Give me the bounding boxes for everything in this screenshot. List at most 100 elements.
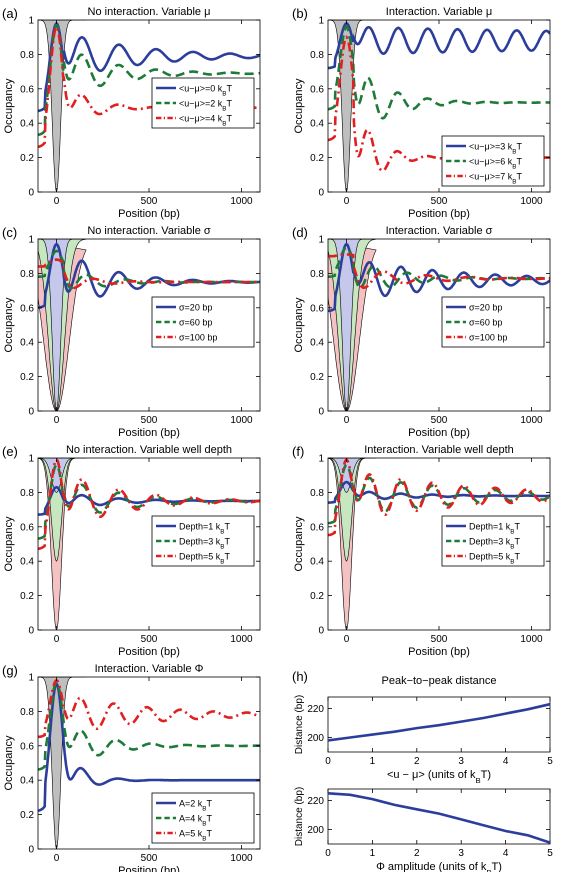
potential-well-fill xyxy=(328,20,377,192)
legend-entry: Depth=3 kBT xyxy=(179,537,230,551)
chart-title: Peak−to−peak distance xyxy=(382,675,497,687)
chart-panel-d: 0 500 1000 0 0.2 0.4 0.6 0.8 1 Interaction. Varia… xyxy=(292,225,551,439)
panel-label: (g) xyxy=(2,663,18,678)
legend-entry: σ=20 bp xyxy=(469,303,502,313)
y-tick-label: 1 xyxy=(318,235,324,246)
x-tick-label: 0 xyxy=(325,848,331,859)
y-tick-label: 0 xyxy=(28,626,34,637)
x-tick-label: 1000 xyxy=(230,415,253,426)
legend-entry: σ=60 bp xyxy=(469,318,502,328)
x-tick-label: 500 xyxy=(141,634,158,645)
chart-title: Interaction. Variable well depth xyxy=(364,444,514,456)
y-tick-label: 0.2 xyxy=(310,153,324,164)
chart-title: No interaction. Variable μ xyxy=(88,6,211,18)
legend: <u−μ>=3 kBT<u−μ>=6 kBT<u−μ>=7 kBT xyxy=(441,135,545,187)
x-tick-label: 1000 xyxy=(520,634,543,645)
y-tick-label: 0 xyxy=(28,407,34,418)
x-tick-label: 0 xyxy=(54,196,60,207)
y-tick-label: 0.6 xyxy=(20,522,34,533)
x-axis-label: Position (bp) xyxy=(408,646,470,658)
series-line-3 xyxy=(38,258,260,290)
x-tick-label: 0 xyxy=(325,756,331,767)
legend-entry: <u−μ>=3 kBT xyxy=(469,142,522,156)
x-axis-label: Position (bp) xyxy=(408,427,470,439)
y-tick-label: 0.6 xyxy=(310,303,324,314)
legend-entry: A=4 kBT xyxy=(179,814,212,828)
axes-frame xyxy=(327,788,551,845)
panel-label: (f) xyxy=(292,444,304,459)
x-tick-label: 4 xyxy=(503,756,509,767)
chart-title: Interaction. Variable σ xyxy=(386,225,493,237)
x-tick-label: 4 xyxy=(503,848,509,859)
y-tick-label: 0.6 xyxy=(310,522,324,533)
y-axis-label: Occupancy xyxy=(3,516,15,572)
x-tick-label: 1000 xyxy=(520,196,543,207)
series-line-3 xyxy=(328,253,550,289)
chart-panel-b: 0 500 1000 0 0.2 0.4 0.6 0.8 1 Interaction. Varia… xyxy=(292,6,551,220)
y-tick-label: 0.8 xyxy=(20,707,34,718)
y-tick-label: 0.6 xyxy=(20,84,34,95)
series-line-2 xyxy=(38,23,260,137)
legend: <u−μ>=0 kBT<u−μ>=2 kBT<u−μ>=4 kBT xyxy=(151,77,255,129)
series-line-3 xyxy=(328,35,550,173)
x-tick-label: 0 xyxy=(344,634,350,645)
panel-label: (d) xyxy=(292,225,308,240)
y-tick-label: 0.4 xyxy=(20,338,34,349)
x-axis-label: Position (bp) xyxy=(408,208,470,220)
y-tick-label: 220 xyxy=(307,796,324,807)
y-tick-label: 0.6 xyxy=(310,84,324,95)
series-line-3 xyxy=(38,458,260,551)
x-tick-label: 5 xyxy=(547,848,553,859)
x-tick-label: 0 xyxy=(54,415,60,426)
legend-entry: A=2 kBT xyxy=(179,799,212,813)
panel-label: (a) xyxy=(2,6,18,21)
axes-frame xyxy=(327,696,551,753)
y-tick-label: 0 xyxy=(318,407,324,418)
y-axis-label: Occupancy xyxy=(3,735,15,791)
y-axis-label: Occupancy xyxy=(293,516,305,572)
y-tick-label: 0.8 xyxy=(20,488,34,499)
y-tick-label: 0.2 xyxy=(20,591,34,602)
legend-entry: σ=100 bp xyxy=(179,333,217,343)
series-line-1 xyxy=(38,21,260,113)
legend-entry: σ=60 bp xyxy=(179,318,212,328)
series-line-3 xyxy=(38,678,260,739)
series-line-2 xyxy=(328,246,550,290)
series-line xyxy=(327,702,551,742)
y-tick-label: 0.8 xyxy=(310,488,324,499)
y-tick-label: 0.4 xyxy=(20,557,34,568)
legend-entry: Depth=5 kBT xyxy=(469,552,520,566)
legend: σ=20 bp σ=60 bp σ=100 bp xyxy=(441,296,545,348)
y-tick-label: 0.4 xyxy=(20,119,34,130)
x-tick-label: 500 xyxy=(431,415,448,426)
x-tick-label: 0 xyxy=(54,853,60,864)
x-tick-label: 3 xyxy=(458,848,464,859)
potential-well-fill xyxy=(38,677,87,849)
legend-entry: <u−μ>=6 kBT xyxy=(469,157,522,171)
x-tick-label: 500 xyxy=(431,196,448,207)
legend-entry: <u−μ>=2 kBT xyxy=(179,99,232,113)
series-line-3 xyxy=(328,458,550,537)
y-tick-label: 1 xyxy=(28,673,34,684)
x-tick-label: 1000 xyxy=(230,634,253,645)
panel-label: (c) xyxy=(2,225,17,240)
x-tick-label: 1 xyxy=(370,756,376,767)
plot-area xyxy=(328,458,550,630)
y-tick-label: 1 xyxy=(318,454,324,465)
y-tick-label: 0 xyxy=(28,188,34,199)
legend: σ=20 bp σ=60 bp σ=100 bp xyxy=(151,296,255,348)
legend-entry: <u−μ>=7 kBT xyxy=(469,172,522,186)
y-tick-label: 0.2 xyxy=(310,372,324,383)
legend-entry: Depth=1 kBT xyxy=(469,522,520,536)
chart-panel-a: 0 500 1000 0 0.2 0.4 0.6 0.8 1 No interaction. Va… xyxy=(2,6,261,220)
plot-area xyxy=(38,239,260,411)
legend-entry: Depth=5 kBT xyxy=(179,552,230,566)
y-tick-label: 0.6 xyxy=(20,741,34,752)
y-tick-label: 0.4 xyxy=(310,557,324,568)
chart-title: No interaction. Variable σ xyxy=(87,225,211,237)
y-tick-label: 0.4 xyxy=(310,119,324,130)
y-axis-label: Distance (bp) xyxy=(294,695,305,754)
